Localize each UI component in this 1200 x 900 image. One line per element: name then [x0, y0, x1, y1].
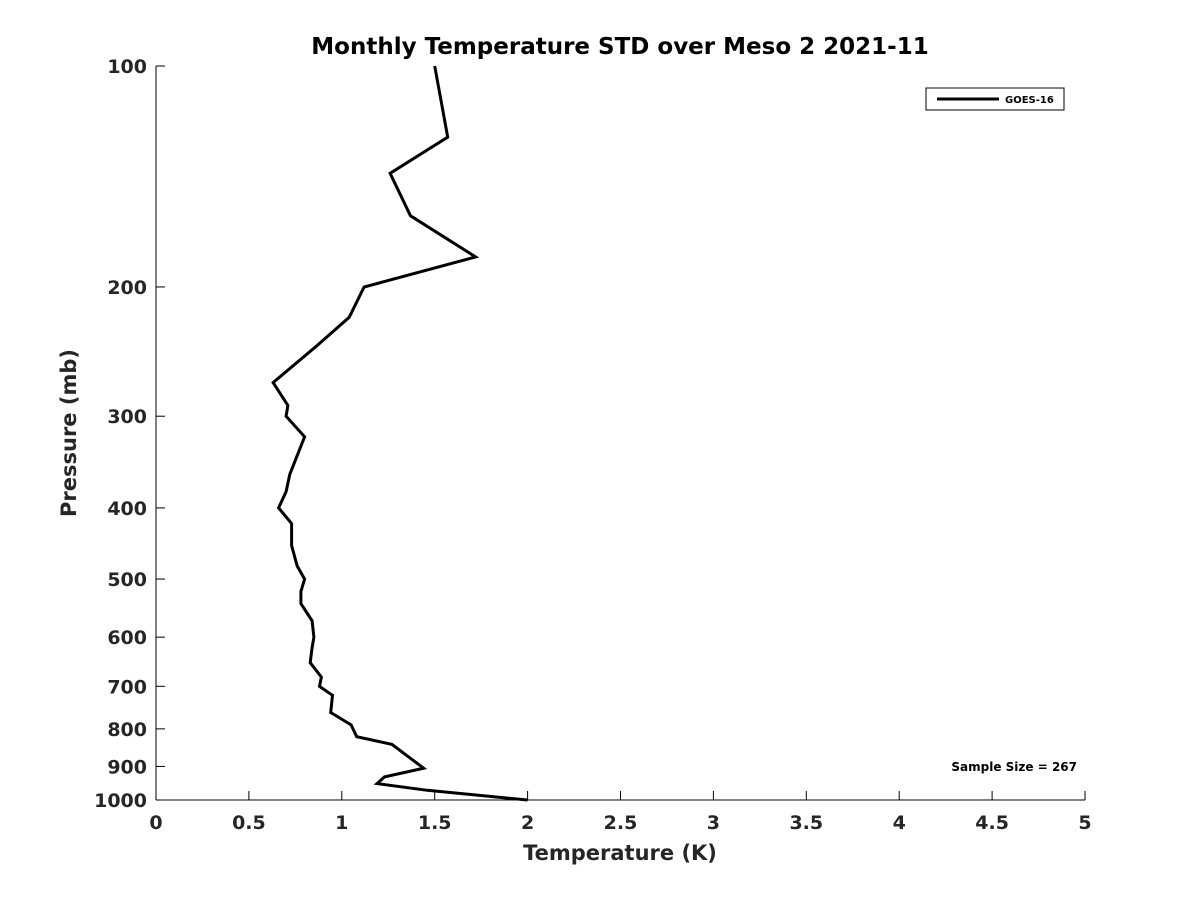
sample-size-annotation: Sample Size = 267 — [951, 760, 1077, 774]
y-tick-label: 400 — [107, 498, 147, 520]
y-tick-label: 900 — [107, 756, 147, 778]
x-axis-ticks: 0 0.5 1 1.5 2 2.5 3 3.5 4 4.5 5 — [149, 791, 1092, 834]
x-axis-title: Temperature (K) — [523, 841, 717, 865]
x-tick-label: 4 — [893, 812, 906, 834]
y-tick-label: 800 — [107, 719, 147, 741]
x-tick-label: 3.5 — [789, 812, 823, 834]
y-tick-label: 500 — [107, 569, 147, 591]
y-tick-label: 700 — [107, 676, 147, 698]
y-tick-label: 1000 — [94, 790, 147, 812]
x-tick-label: 2 — [521, 812, 534, 834]
legend: GOES-16 — [925, 87, 1065, 111]
y-tick-label: 600 — [107, 627, 147, 649]
x-tick-label: 0 — [149, 812, 162, 834]
series-line-goes-16 — [271, 65, 528, 802]
chart-title: Monthly Temperature STD over Meso 2 2021… — [311, 34, 928, 60]
x-tick-label: 2.5 — [604, 812, 638, 834]
x-tick-label: 5 — [1078, 812, 1091, 834]
x-tick-label: 0.5 — [232, 812, 266, 834]
legend-entry-goes-16: GOES-16 — [1005, 95, 1054, 106]
x-tick-label: 1 — [335, 812, 348, 834]
y-axis-title: Pressure (mb) — [57, 349, 81, 517]
x-tick-label: 3 — [707, 812, 720, 834]
y-axis-ticks: 100 200 300 400 500 600 700 800 900 1000 — [94, 56, 165, 812]
y-tick-label: 300 — [107, 406, 147, 428]
y-tick-label: 100 — [107, 56, 147, 78]
x-tick-label: 1.5 — [418, 812, 452, 834]
x-tick-label: 4.5 — [975, 812, 1009, 834]
y-tick-label: 200 — [107, 277, 147, 299]
